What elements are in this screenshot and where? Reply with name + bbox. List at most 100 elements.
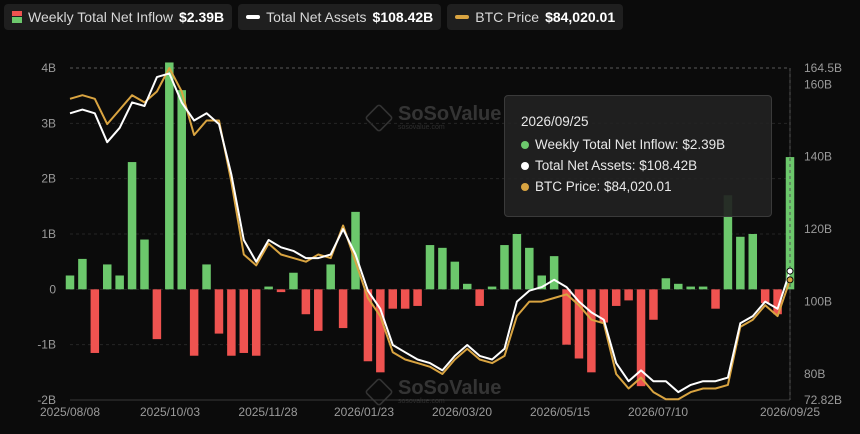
- inflow-bar: [574, 289, 584, 359]
- inflow-bar: [698, 286, 708, 290]
- legend-btc-value: $84,020.01: [545, 9, 616, 25]
- total-net-assets-line: [69, 72, 791, 394]
- inflow-bar: [748, 234, 758, 290]
- inflow-bar: [525, 247, 534, 290]
- inflow-bar: [301, 289, 311, 315]
- white-dot-icon: [521, 161, 529, 170]
- y-left-tick-label: 4B: [41, 61, 56, 75]
- inflow-bar: [165, 62, 174, 290]
- inflow-bar: [624, 289, 633, 301]
- legend-assets-toggle[interactable]: Total Net Assets $108.42B: [238, 4, 442, 30]
- inflow-bar: [773, 289, 782, 315]
- inflow-bar: [661, 278, 671, 290]
- inflow-bar: [102, 264, 112, 290]
- y-right-tick-label: 100B: [804, 295, 832, 309]
- y-left-tick-label: 2B: [41, 172, 56, 186]
- inflow-bar: [649, 289, 658, 320]
- inflow-bar: [636, 289, 646, 387]
- inflow-bar: [711, 289, 720, 309]
- watermark-url: sosovalue.com: [398, 398, 445, 405]
- legend-assets-label: Total Net Assets: [266, 9, 367, 25]
- legend-assets-value: $108.42B: [372, 9, 434, 25]
- watermark-name: SoSoValue: [398, 103, 502, 125]
- y-left-tick-label: 3B: [41, 116, 56, 130]
- inflow-bar: [65, 275, 75, 290]
- inflow-bar: [338, 289, 348, 329]
- watermark-name: SoSoValue: [398, 377, 502, 399]
- y-right-tick-label: 80B: [804, 367, 825, 381]
- white-line-icon: [246, 15, 261, 19]
- inflow-bar: [152, 289, 162, 340]
- inflow-bar: [438, 247, 447, 290]
- inflow-bar: [785, 157, 795, 290]
- inflow-bar: [562, 289, 571, 345]
- inflow-bar: [314, 289, 323, 331]
- inflow-bar: [760, 289, 770, 304]
- y-left-tick-label: 1B: [41, 227, 56, 241]
- inflow-bar: [140, 239, 149, 290]
- legend-inflow-label: Weekly Total Net Inflow: [28, 9, 173, 25]
- x-tick-label: 2026/05/15: [530, 405, 590, 419]
- y-right-tick-label: 72.82B: [804, 393, 842, 407]
- x-tick-label: 2025/08/08: [40, 405, 100, 419]
- y-right-tick-label: 120B: [804, 222, 832, 236]
- gold-line-icon: [455, 15, 470, 19]
- inflow-bar: [326, 264, 335, 290]
- inflow-bar: [78, 258, 87, 290]
- legend-inflow-toggle[interactable]: Weekly Total Net Inflow $2.39B: [4, 4, 233, 30]
- inflow-bar: [587, 289, 596, 373]
- y-left-tick-label: -1B: [37, 338, 56, 352]
- legend-inflow-value: $2.39B: [179, 9, 225, 25]
- inflow-bar: [276, 289, 286, 293]
- tooltip: 2026/09/25 Weekly Total Net Inflow: $2.3…: [504, 95, 772, 217]
- legend-btc-toggle[interactable]: BTC Price $84,020.01: [447, 4, 624, 30]
- inflow-bar: [239, 289, 249, 353]
- legend-btc-label: BTC Price: [475, 9, 540, 25]
- tooltip-assets: Total Net Assets: $108.42B: [535, 158, 698, 173]
- inflow-bar: [214, 289, 224, 334]
- inflow-bar: [227, 289, 236, 356]
- hover-marker-assets: [786, 267, 794, 275]
- inflow-bar: [549, 256, 559, 290]
- y-left-tick-label: -2B: [37, 393, 56, 407]
- inflow-bar: [462, 283, 472, 290]
- watermark-bottom: SoSoValue sosovalue.com: [364, 376, 502, 407]
- btc-price-line: [69, 67, 791, 401]
- inflow-bar: [413, 289, 422, 306]
- inflow-bar: [475, 289, 484, 306]
- inflow-bar: [599, 289, 609, 323]
- y-right-tick-label: 140B: [804, 150, 832, 164]
- inflow-bar: [202, 264, 211, 290]
- inflow-bar: [500, 245, 509, 290]
- inflow-bar: [251, 289, 261, 356]
- inflow-bar: [264, 286, 273, 290]
- tooltip-date: 2026/09/25: [521, 114, 589, 129]
- x-tick-label: 2026/01/23: [334, 405, 394, 419]
- inflow-bar: [723, 195, 733, 290]
- gold-dot-icon: [521, 182, 529, 191]
- inflow-bar: [487, 286, 497, 290]
- inflow-bar: [450, 261, 460, 290]
- x-tick-label: 2025/11/28: [238, 405, 297, 419]
- inflow-bar: [177, 90, 186, 290]
- inflow-bar: [400, 289, 410, 309]
- inflow-bar: [289, 272, 298, 290]
- inflow-bar: [537, 275, 546, 290]
- y-right-tick-label: 164.5B: [804, 61, 842, 75]
- inflow-bar: [90, 289, 100, 353]
- inflow-bar: [189, 289, 199, 356]
- green-dot-icon: [521, 140, 529, 149]
- y-left-tick-label: 0: [49, 282, 56, 296]
- x-tick-label: 2025/10/03: [140, 405, 200, 419]
- inflow-bar: [674, 283, 683, 290]
- inflow-bar: [425, 245, 435, 290]
- inflow-bar: [127, 162, 137, 290]
- hover-marker-btc: [786, 276, 794, 284]
- legend: Weekly Total Net Inflow $2.39B Total Net…: [4, 4, 624, 30]
- inflow-bar: [376, 289, 385, 373]
- x-tick-label: 2026/03/20: [432, 405, 492, 419]
- x-tick-label: 2026/09/25: [760, 405, 820, 419]
- inflow-bar: [686, 286, 695, 290]
- y-right-tick-label: 160B: [804, 77, 832, 91]
